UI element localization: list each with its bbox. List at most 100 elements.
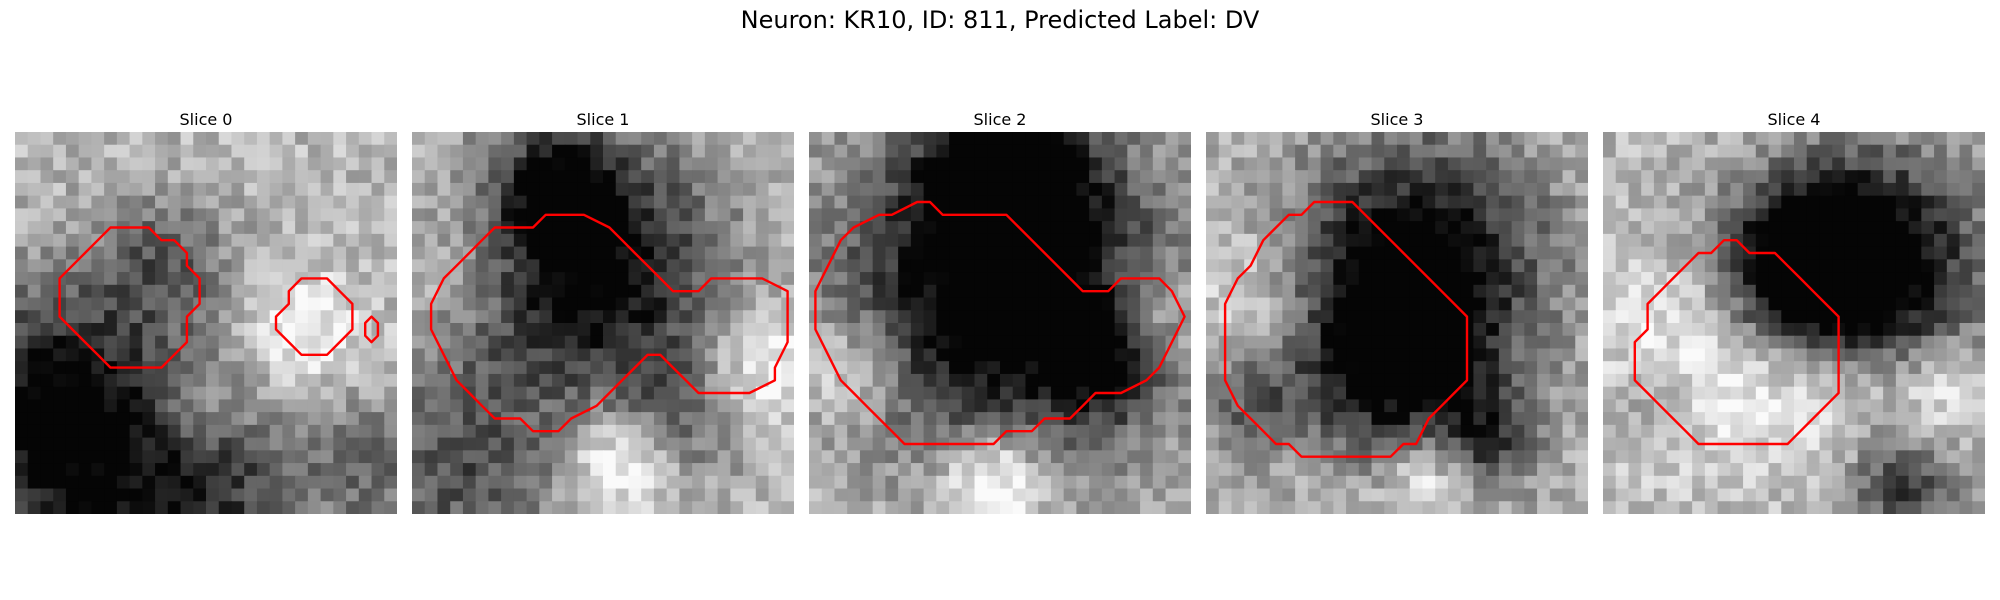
pixel [1295, 437, 1309, 451]
pixel [231, 144, 245, 159]
pixel [1819, 488, 1833, 502]
pixel [1295, 335, 1309, 350]
pixel [1946, 297, 1961, 311]
pixel [1206, 424, 1220, 439]
pixel [129, 348, 143, 362]
pixel [987, 259, 1001, 273]
pixel [603, 361, 617, 375]
pixel [206, 284, 220, 299]
pixel [961, 272, 976, 286]
pixel [949, 182, 963, 197]
pixel [333, 412, 347, 426]
pixel [641, 284, 655, 299]
pixel [1908, 323, 1922, 337]
pixel [1921, 488, 1935, 502]
pixel [1628, 272, 1642, 286]
pixel [1089, 221, 1103, 235]
pixel [949, 323, 963, 337]
pixel [704, 182, 719, 197]
pixel [910, 170, 925, 184]
pixel [666, 170, 680, 184]
pixel [167, 132, 182, 146]
pixel [1908, 144, 1922, 159]
pixel [155, 501, 169, 514]
pixel [450, 399, 464, 413]
pixel [809, 208, 823, 222]
pixel [590, 424, 604, 439]
pixel [1231, 310, 1245, 324]
pixel [859, 182, 874, 197]
pixel [704, 437, 719, 451]
pixel [320, 488, 334, 502]
pixel [167, 361, 182, 375]
pixel [1178, 361, 1191, 375]
pixel [898, 272, 912, 286]
pixel [809, 348, 823, 362]
pixel [1384, 132, 1398, 146]
pixel [282, 310, 296, 324]
pixel [949, 157, 963, 171]
pixel [730, 157, 744, 171]
pixel [1295, 221, 1309, 235]
pixel [1486, 297, 1500, 311]
pixel [1537, 501, 1551, 514]
pixel [346, 132, 360, 146]
pixel [91, 144, 105, 159]
pixel [333, 463, 347, 477]
pixel [1934, 399, 1948, 413]
pixel [1641, 361, 1655, 375]
pixel [450, 195, 464, 209]
pixel [256, 399, 271, 413]
pixel [1641, 182, 1655, 197]
pixel [1575, 132, 1588, 146]
pixel [628, 144, 642, 159]
pixel [847, 157, 861, 171]
pixel [27, 501, 42, 514]
pixel [1206, 361, 1220, 375]
pixel [768, 386, 782, 400]
pixel [1603, 348, 1617, 362]
pixel [256, 361, 271, 375]
pixel [1473, 170, 1487, 184]
pixel [256, 132, 271, 146]
pixel [974, 463, 988, 477]
pixel [1486, 272, 1500, 286]
pixel [1934, 208, 1948, 222]
pixel [155, 310, 169, 324]
pixel [1397, 195, 1411, 209]
pixel [1498, 208, 1513, 222]
pixel [155, 399, 169, 413]
pixel [1959, 412, 1973, 426]
pixel [1114, 221, 1128, 235]
pixel [1152, 323, 1167, 337]
pixel [1743, 475, 1757, 490]
pixel [129, 272, 143, 286]
pixel [1012, 195, 1027, 209]
pixel [1218, 182, 1233, 197]
pixel [898, 310, 912, 324]
pixel [371, 373, 385, 388]
pixel [1447, 259, 1462, 273]
pixel [462, 424, 477, 439]
pixel [1127, 144, 1141, 159]
pixel [116, 348, 131, 362]
pixel [1114, 157, 1128, 171]
pixel [564, 132, 579, 146]
pixel [949, 424, 963, 439]
pixel [590, 259, 604, 273]
pixel [142, 475, 156, 490]
pixel [424, 132, 439, 146]
pixel [768, 437, 782, 451]
pixel [1870, 284, 1884, 299]
pixel [167, 208, 182, 222]
pixel [679, 310, 693, 324]
pixel [462, 348, 477, 362]
pixel [1498, 144, 1513, 159]
pixel [1895, 259, 1910, 273]
pixel [755, 195, 770, 209]
pixel [1908, 463, 1922, 477]
pixel [1050, 501, 1065, 514]
pixel [91, 195, 105, 209]
pixel [834, 501, 848, 514]
pixel [1498, 412, 1513, 426]
